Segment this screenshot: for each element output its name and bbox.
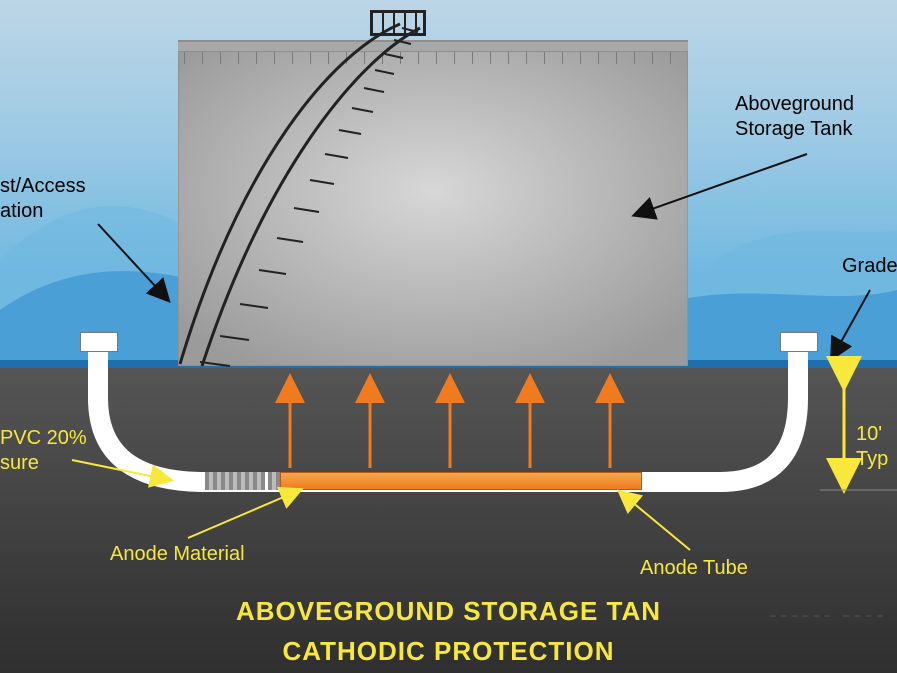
label-depth: 10' Typ (856, 422, 888, 472)
diagram-stage: Aboveground Storage Tank st/Access ation… (0, 0, 897, 673)
left-riser-cap (80, 332, 118, 352)
ground (0, 368, 897, 673)
anode-backfill-left2 (268, 472, 280, 490)
anode-tube (280, 472, 642, 490)
right-riser-stem (790, 352, 806, 372)
anode-backfill-left (205, 472, 265, 490)
label-pvc: PVC 20% sure (0, 426, 87, 476)
left-riser-stem (90, 352, 106, 372)
label-grade: Grade (842, 254, 897, 279)
title-line-2: CATHODIC PROTECTION (0, 636, 897, 667)
label-anode-material: Anode Material (110, 542, 245, 567)
label-anode-tube: Anode Tube (640, 556, 748, 581)
stairway (150, 14, 450, 370)
title-line-1: ABOVEGROUND STORAGE TAN (0, 596, 897, 627)
label-access: st/Access ation (0, 174, 86, 224)
right-riser-cap (780, 332, 818, 352)
label-tank: Aboveground Storage Tank (735, 92, 854, 142)
